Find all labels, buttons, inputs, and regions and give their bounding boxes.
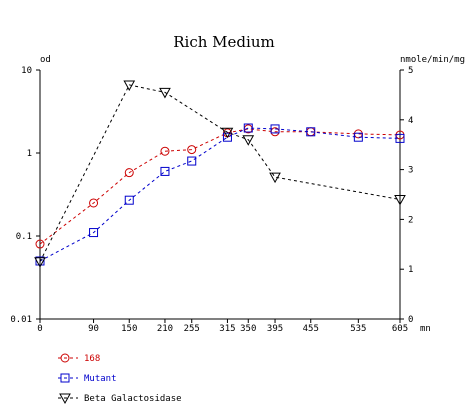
- data-point-series-1: [35, 256, 45, 266]
- legend-marker: [59, 393, 71, 405]
- data-point-series-1: [243, 123, 253, 133]
- legend-label: Beta Galactosidase: [84, 394, 182, 404]
- data-point-series-1: [89, 228, 99, 238]
- x-tick-label: 350: [240, 324, 256, 334]
- series-line-1: [39, 127, 401, 262]
- data-point-series-1: [306, 127, 316, 137]
- data-point-series-2: [221, 127, 234, 139]
- legend-label: Mutant: [84, 374, 117, 384]
- right-tick-label: 0: [408, 315, 413, 325]
- series-layer: [34, 80, 406, 268]
- series-line-0: [39, 128, 401, 245]
- left-tick-label: 1: [27, 149, 32, 159]
- data-point-series-1: [270, 124, 280, 134]
- left-tick-label: 0.1: [16, 232, 32, 242]
- data-point-series-0: [35, 239, 45, 249]
- data-point-series-1: [187, 156, 197, 166]
- right-tick-label: 4: [408, 116, 413, 126]
- x-tick-label: 210: [157, 324, 173, 334]
- data-point-series-2: [394, 194, 406, 206]
- left-axis-label: od: [40, 55, 51, 65]
- x-tick-label: 0: [37, 324, 42, 334]
- data-point-series-2: [159, 87, 171, 99]
- data-point-series-1: [222, 132, 232, 142]
- data-point-series-0: [124, 168, 134, 178]
- data-point-series-1: [124, 195, 134, 205]
- x-tick-label: 90: [88, 324, 99, 334]
- legend-label: 168: [84, 354, 100, 364]
- x-tick-label: 455: [303, 324, 319, 334]
- left-tick-label: 10: [21, 66, 32, 76]
- right-tick-label: 5: [408, 66, 413, 76]
- right-tick-label: 1: [408, 265, 413, 275]
- x-tick-label: 605: [392, 324, 408, 334]
- data-point-series-0: [160, 146, 170, 156]
- data-point-series-1: [395, 133, 405, 143]
- legend-marker: [60, 373, 70, 383]
- x-axis-unit-label: mn: [420, 324, 431, 334]
- chart-title: Rich Medium: [173, 33, 274, 51]
- legend-marker: [60, 353, 70, 363]
- data-point-series-2: [242, 135, 255, 146]
- left-tick-label: 0.01: [10, 315, 32, 325]
- data-point-series-1: [160, 166, 170, 176]
- data-point-series-0: [187, 145, 197, 155]
- axes: 0.01 0.1 1 10 0 1 2 3 4 5 0 90 150 210 255 315 350 395 455…: [10, 66, 413, 334]
- legend: 168 Mutant Beta Galactosidase: [58, 353, 182, 405]
- data-point-series-2: [269, 172, 281, 184]
- right-tick-label: 3: [408, 166, 413, 176]
- right-tick-label: 2: [408, 215, 413, 225]
- x-tick-label: 395: [267, 324, 283, 334]
- data-point-series-1: [353, 132, 363, 142]
- x-tick-label: 535: [350, 324, 366, 334]
- x-tick-label: 150: [121, 324, 137, 334]
- data-point-series-2: [34, 257, 46, 268]
- series-line-2: [39, 84, 401, 262]
- x-tick-label: 255: [184, 324, 200, 334]
- data-point-series-0: [89, 198, 99, 208]
- data-point-series-2: [123, 80, 136, 91]
- x-tick-label: 315: [219, 324, 235, 334]
- right-axis-label: nmole/min/mg: [400, 55, 465, 65]
